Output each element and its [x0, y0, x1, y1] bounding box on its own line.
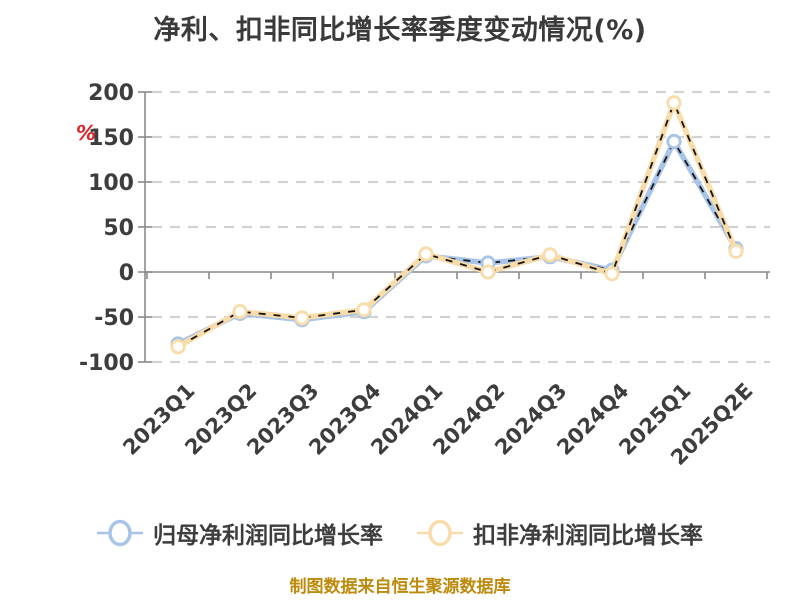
y-tick-label: 200: [88, 81, 134, 106]
y-tick-label: -50: [94, 306, 134, 331]
legend-item-0: 归母净利润同比增长率: [97, 516, 383, 550]
legend-label: 扣非净利润同比增长率: [473, 523, 703, 549]
data-point: [356, 302, 372, 318]
y-tick-label: 0: [119, 261, 134, 286]
y-tick-label: 100: [88, 171, 134, 196]
data-source-note: 制图数据来自恒生聚源数据库: [289, 577, 511, 597]
y-tick-label: -100: [79, 351, 134, 376]
data-point: [666, 95, 682, 111]
data-point: [418, 246, 434, 262]
data-point: [480, 264, 496, 280]
chart-legend: 归母净利润同比增长率 扣非净利润同比增长率: [0, 516, 800, 550]
series-line-1: [175, 100, 739, 350]
legend-item-1: 扣非净利润同比增长率: [417, 516, 703, 550]
data-point: [666, 133, 682, 150]
data-point: [604, 266, 620, 282]
line-chart: 200150100500-50-100%2023Q12023Q22023Q320…: [76, 81, 770, 470]
y-tick-label: 150: [88, 126, 134, 151]
legend-label: 归母净利润同比增长率: [153, 523, 383, 549]
data-point: [294, 310, 310, 326]
legend-line-marker-icon: [97, 519, 143, 547]
series-dash-overlay-1: [177, 100, 737, 348]
data-point: [232, 303, 248, 320]
legend-line-marker-icon: [417, 519, 463, 547]
data-point: [728, 243, 744, 259]
y-tick-label: 50: [103, 216, 134, 241]
data-point: [170, 339, 186, 355]
y-unit-label: %: [76, 121, 96, 145]
chart-title: 净利、扣非同比增长率季度变动情况(%): [153, 15, 647, 46]
data-point: [542, 247, 558, 263]
